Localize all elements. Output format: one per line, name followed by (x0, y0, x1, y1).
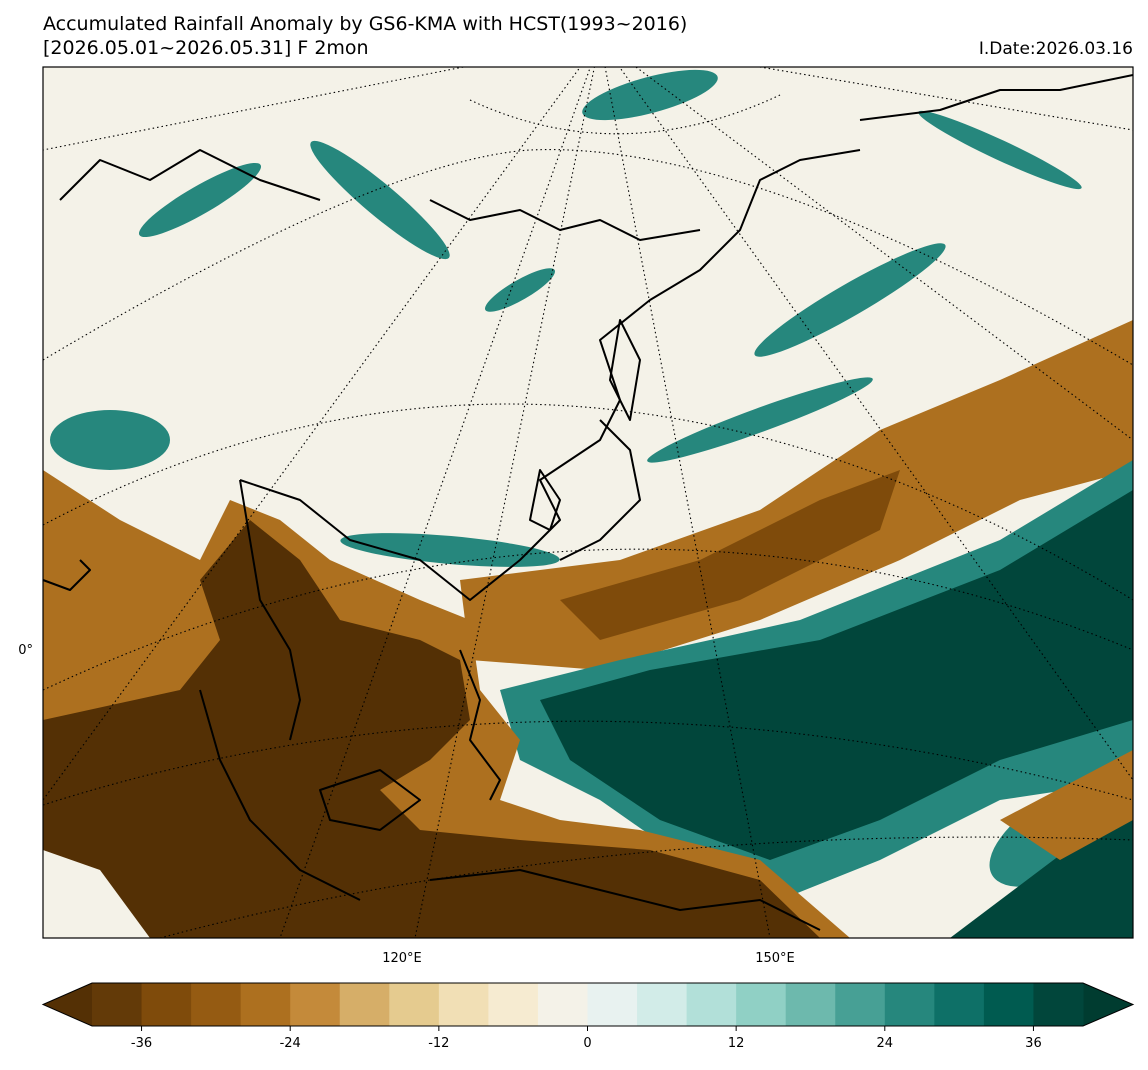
colorbar-segment (537, 983, 588, 1026)
colorbar-outline (41, 982, 1135, 1027)
colorbar-segment (587, 983, 638, 1026)
colorbar-under (43, 983, 92, 1026)
colorbar-tick-label: 36 (1025, 1036, 1042, 1051)
subtitle: [2026.05.01~2026.05.31] F 2mon (43, 37, 369, 59)
colorbar-segment (389, 983, 440, 1026)
colorbar-segment (141, 983, 192, 1026)
colorbar-segment (736, 983, 787, 1026)
init-date: I.Date:2026.03.16 (979, 39, 1133, 59)
light-patch-sw (43, 850, 150, 938)
lon-label: 150°E (755, 951, 795, 966)
map-frame (42, 66, 1134, 939)
colorbar-segment (191, 983, 242, 1026)
lat-label: 0° (18, 643, 33, 658)
colorbar-over (1083, 983, 1133, 1026)
colorbar-tick-label: -12 (428, 1036, 449, 1051)
colorbar-segment (92, 983, 143, 1026)
colorbar: -36 -24 -12 0 12 24 36 (41, 982, 1135, 1051)
colorbar-tick-label: 12 (728, 1036, 745, 1051)
title: Accumulated Rainfall Anomaly by GS6-KMA … (43, 13, 687, 35)
brown-band-core (560, 470, 900, 640)
colorbar-segment (934, 983, 985, 1026)
colorbar-segment (488, 983, 539, 1026)
colorbar-segment (290, 983, 341, 1026)
map (43, 67, 1133, 938)
colorbar-segment (1033, 983, 1084, 1026)
colorbar-segment (686, 983, 737, 1026)
graticule (43, 67, 1133, 938)
dark-brown-south (43, 520, 820, 938)
colorbar-tick-label: -24 (280, 1036, 301, 1051)
colorbar-segment (240, 983, 291, 1026)
brown-patch-east (1000, 750, 1133, 860)
colorbar-segment (339, 983, 390, 1026)
colorbar-segment (983, 983, 1034, 1026)
colorbar-segment (884, 983, 935, 1026)
colorbar-tick-label: 0 (583, 1036, 591, 1051)
coastlines (43, 74, 1133, 931)
colorbar-segment (438, 983, 489, 1026)
dark-teal-ocean (540, 490, 1133, 860)
colorbar-tick-label: 24 (877, 1036, 894, 1051)
colorbar-segment (835, 983, 886, 1026)
colorbar-tick-label: -36 (131, 1036, 152, 1051)
colorbar-segment (785, 983, 836, 1026)
lon-label: 120°E (382, 951, 422, 966)
colorbar-segment (637, 983, 688, 1026)
